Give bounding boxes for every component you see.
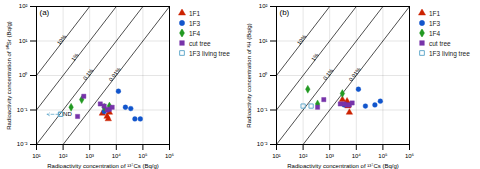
svg-text:10¹: 10¹	[259, 38, 268, 44]
svg-text:0.01%: 0.01%	[348, 66, 362, 82]
svg-text:10²: 10²	[259, 3, 268, 9]
svg-text:10²: 10²	[59, 153, 68, 159]
svg-text:10¹: 10¹	[19, 38, 28, 44]
svg-text:10¹: 10¹	[32, 153, 41, 159]
html-text:1F3: 1F3	[429, 19, 441, 27]
svg-text:10⁻²: 10⁻²	[17, 141, 28, 147]
html-text:cut tree: cut tree	[429, 39, 451, 47]
svg-text:1%: 1%	[70, 52, 80, 62]
svg-text:0.01%: 0.01%	[108, 66, 122, 82]
svg-text:Radioactivity concentration of: Radioactivity concentration of ¹³⁷Cs (Bq…	[287, 163, 399, 169]
svg-text:10⁰: 10⁰	[19, 71, 28, 78]
svg-text:10%: 10%	[296, 34, 308, 46]
svg-text:10⁵: 10⁵	[138, 153, 148, 159]
svg-text:0.1%: 0.1%	[322, 67, 334, 81]
svg-text:0.1%: 0.1%	[82, 67, 94, 81]
html-text:cut tree: cut tree	[189, 39, 211, 47]
svg-text:10⁶: 10⁶	[165, 153, 175, 159]
svg-text:Radioactivity concentration of: Radioactivity concentration of ³H (Bq/g)	[246, 23, 252, 127]
html-text:1F3 living tree: 1F3 living tree	[429, 49, 470, 57]
html-text:1F1: 1F1	[429, 9, 441, 17]
svg-text:10⁻²: 10⁻²	[257, 141, 268, 147]
svg-text:10²: 10²	[299, 153, 308, 159]
svg-text:10⁴: 10⁴	[112, 153, 122, 159]
svg-text:10³: 10³	[85, 153, 94, 159]
svg-text:10²: 10²	[19, 3, 28, 9]
html-text:1F4: 1F4	[189, 29, 201, 37]
svg-text:10⁰: 10⁰	[259, 71, 268, 78]
svg-text:(b): (b)	[280, 8, 290, 17]
svg-text:10⁶: 10⁶	[405, 153, 415, 159]
html-text:1F3: 1F3	[189, 19, 201, 27]
svg-text:10³: 10³	[325, 153, 334, 159]
svg-text:10¹: 10¹	[272, 153, 281, 159]
svg-text:(a): (a)	[40, 8, 50, 17]
html-text:1F1: 1F1	[189, 9, 201, 17]
html-text:1F3 living tree: 1F3 living tree	[189, 49, 230, 57]
svg-text:10⁻¹: 10⁻¹	[17, 107, 28, 113]
html-text:1F4: 1F4	[429, 29, 441, 37]
svg-text:1%: 1%	[310, 52, 320, 62]
svg-text:10⁻¹: 10⁻¹	[257, 107, 268, 113]
svg-text:10⁴: 10⁴	[352, 153, 362, 159]
svg-text:10%: 10%	[56, 34, 68, 46]
svg-text:ND: ND	[63, 111, 72, 117]
svg-text:Radioactivity concentration of: Radioactivity concentration of ¹³⁷Cs (Bq…	[47, 163, 159, 169]
svg-text:10⁵: 10⁵	[378, 153, 388, 159]
svg-text:Radioactivity concentration of: Radioactivity concentration of ⁹⁰Sr (Bq/…	[5, 21, 12, 130]
